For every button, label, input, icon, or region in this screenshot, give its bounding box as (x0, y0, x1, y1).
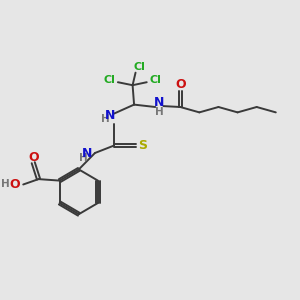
Text: O: O (175, 78, 185, 91)
Text: Cl: Cl (149, 75, 161, 85)
Text: N: N (154, 96, 164, 109)
Text: H: H (155, 107, 164, 117)
Text: O: O (10, 178, 20, 191)
Text: O: O (28, 151, 38, 164)
Text: H: H (79, 153, 88, 163)
Text: H: H (101, 114, 110, 124)
Text: N: N (82, 147, 92, 161)
Text: N: N (105, 109, 116, 122)
Text: Cl: Cl (134, 62, 145, 72)
Text: H: H (1, 178, 9, 189)
Text: Cl: Cl (104, 75, 116, 85)
Text: S: S (138, 139, 147, 152)
